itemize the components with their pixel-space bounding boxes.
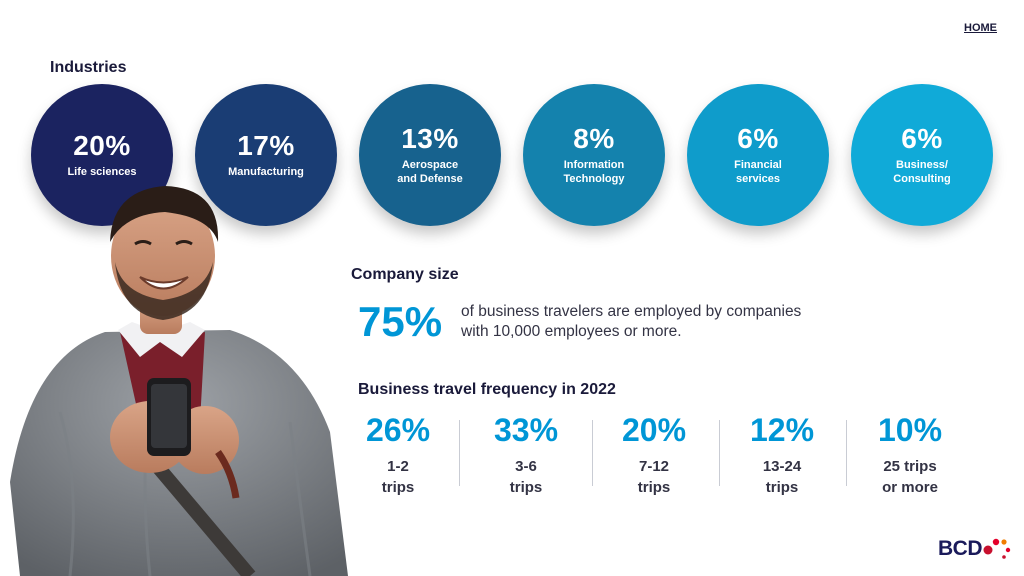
frequency-percent: 20% [621,412,687,448]
travel-frequency-title: Business travel frequency in 2022 [358,381,616,398]
company-size-title: Company size [351,266,459,283]
industry-percent: 8% [573,123,615,154]
divider [459,420,460,486]
frequency-percent: 33% [493,412,559,448]
home-link[interactable]: HOME [964,22,997,34]
industry-circle-aerospace: 13% Aerospace and Defense [359,84,501,226]
industry-circle-manufacturing: 17% Manufacturing [195,84,337,226]
industry-label: Aerospace and Defense [397,159,463,185]
traveler-photo [10,186,348,576]
frequency-item-7-12-trips: 20% 7-12 trips [590,412,718,498]
frequency-percent: 26% [365,412,431,448]
frequency-item-13-24-trips: 12% 13-24 trips [718,412,846,498]
frequency-label: 25 trips or more [882,458,938,496]
frequency-label: 13-24 trips [762,458,802,496]
company-size-text: of business travelers are employed by co… [461,303,802,340]
industries-title: Industries [50,59,127,76]
divider [846,420,847,486]
industry-circle-financial-services: 6% Financial services [687,84,829,226]
frequency-label: 7-12 trips [637,458,671,496]
industry-percent: 17% [237,130,295,161]
industry-percent: 6% [737,123,779,154]
industry-label: Financial services [734,159,782,185]
industry-circle-business-consulting: 6% Business/ Consulting [851,84,993,226]
industry-label: Manufacturing [228,166,304,178]
industry-label: Life sciences [67,166,137,178]
logo-text: BCD [938,537,983,560]
industry-percent: 6% [901,123,943,154]
frequency-label: 1-2 trips [381,458,415,496]
company-size-percent: 75% [358,298,443,345]
industry-percent: 20% [73,130,131,161]
divider [592,420,593,486]
bcd-logo: BCD [938,536,1012,562]
frequency-item-25-plus-trips: 10% 25 trips or more [846,412,974,498]
industry-percent: 13% [401,123,459,154]
frequency-item-1-2-trips: 26% 1-2 trips [334,412,462,498]
industry-circle-information-technology: 8% Information Technology [523,84,665,226]
divider [719,420,720,486]
frequency-percent: 10% [877,412,943,448]
industry-label: Business/ Consulting [893,159,951,185]
frequency-item-3-6-trips: 33% 3-6 trips [462,412,590,498]
frequency-percent: 12% [749,412,815,448]
logo-dots-icon [983,538,1011,559]
industry-circle-life-sciences: 20% Life sciences [31,84,173,226]
industry-label: Information Technology [563,159,625,185]
frequency-label: 3-6 trips [509,458,543,496]
